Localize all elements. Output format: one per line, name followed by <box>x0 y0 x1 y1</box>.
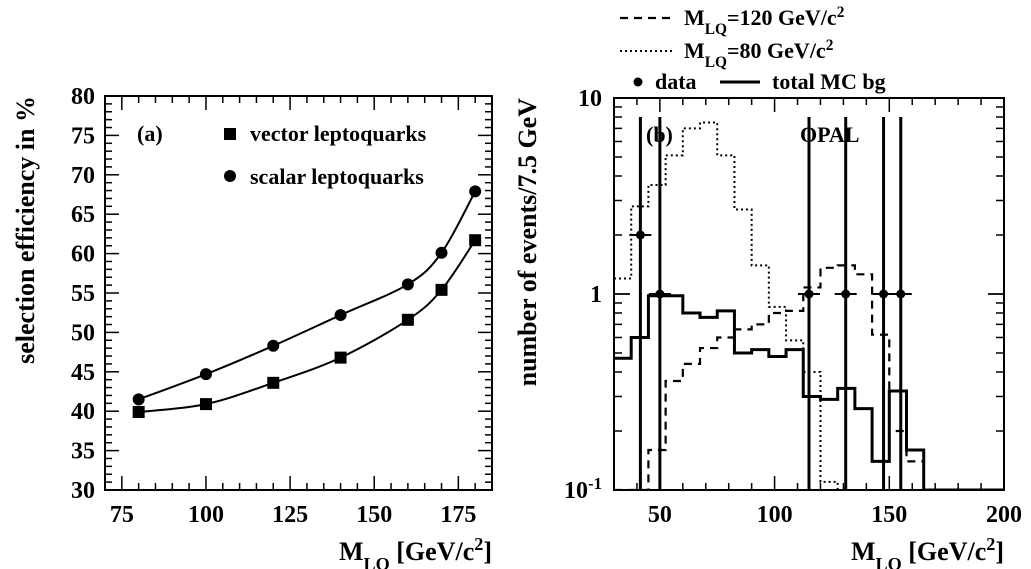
x-tick-label-a: 100 <box>188 502 224 528</box>
legend-label-mc: total MC bg <box>772 69 886 94</box>
marker-square <box>267 376 280 389</box>
x-tick-label-b: 150 <box>871 502 907 528</box>
legend-label-scalar: scalar leptoquarks <box>250 164 424 189</box>
x-tick-label-b: 100 <box>757 502 793 528</box>
y-tick-label-b-part: -1 <box>588 474 602 493</box>
legend-label-80-part: =80 GeV/c <box>727 38 826 63</box>
marker-square <box>132 405 145 418</box>
marker-circle <box>132 393 145 406</box>
histograms <box>614 121 1004 490</box>
x-axis-label-a: MLQ [GeV/c2] <box>339 534 492 569</box>
marker-circle <box>469 185 482 198</box>
marker-square <box>401 313 414 326</box>
y-axis-label-b: number of events/7.5 GeV <box>513 98 542 387</box>
legend-label-80-part: M <box>684 38 705 63</box>
marker-square <box>334 351 347 364</box>
x-tick-label-a: 175 <box>440 502 476 528</box>
legend-label-data: data <box>655 69 697 94</box>
marker-square <box>469 234 482 247</box>
x-axis-label-a-part: 2 <box>474 534 483 554</box>
marker-circle <box>267 339 280 352</box>
data-point <box>841 289 851 299</box>
marker-circle <box>435 246 448 259</box>
marker-square <box>435 283 448 296</box>
y-tick-label-a: 75 <box>71 123 95 149</box>
x-axis-label-a-part: [GeV/c <box>390 537 474 566</box>
x-tick-label-b: 200 <box>986 502 1022 528</box>
marker-square <box>199 398 212 411</box>
y-tick-label-a: 35 <box>71 439 95 465</box>
panel-a: 30 35 40 45 50 55 60 65 70 75 80 75 100 125 150 175 MLQ … <box>11 84 493 569</box>
x-axis-label-b-part: M <box>851 537 876 566</box>
x-tick-label-a: 75 <box>110 502 134 528</box>
x-axis-label-b-part: [GeV/c <box>902 537 986 566</box>
data-point <box>635 230 645 240</box>
marker-circle <box>199 368 212 381</box>
plot-frame-a <box>104 95 493 491</box>
legend-label-80: MLQ=80 GeV/c2 <box>684 37 834 71</box>
y-tick-label-a: 80 <box>71 84 95 110</box>
y-tick-label-a: 40 <box>71 399 95 425</box>
x-axis-label-b-part: 2 <box>986 534 995 554</box>
y-tick-label-a: 45 <box>71 360 95 386</box>
x-tick-label-a: 150 <box>356 502 392 528</box>
data-point <box>804 289 814 299</box>
y-tick-label-a: 50 <box>71 320 95 346</box>
panel-label-a: (a) <box>137 121 163 146</box>
marker-circle <box>334 309 347 322</box>
x-axis-label-a-part: M <box>339 537 364 566</box>
legend-label-80-part: LQ <box>705 54 727 71</box>
series-line-1 <box>138 239 477 413</box>
x-axis-label-b: MLQ [GeV/c2] <box>851 534 1004 569</box>
marker-circle <box>401 278 414 291</box>
legend-label-120-part: 2 <box>837 4 845 21</box>
legend-marker-square <box>224 128 236 140</box>
y-tick-label-b: 10 <box>578 86 602 112</box>
y-tick-label-b-part: 10 <box>564 478 588 504</box>
legend-label-vector: vector leptoquarks <box>250 121 427 146</box>
data-point <box>655 289 665 299</box>
x-tick-label-b: 50 <box>648 502 672 528</box>
y-tick-label-a: 55 <box>71 281 95 307</box>
x-axis-label-b-part: LQ <box>875 554 901 569</box>
data-point <box>879 289 889 299</box>
legend-label-80-part: 2 <box>826 37 834 54</box>
histogram-solid <box>614 294 1004 490</box>
experiment-label: OPAL <box>800 122 859 147</box>
x-axis-label-a-part: ] <box>483 537 492 566</box>
legend-marker-circle <box>224 170 236 182</box>
y-tick-label-b: 1 <box>590 282 602 308</box>
histogram-dashed <box>614 264 1004 490</box>
y-tick-label-a: 60 <box>71 242 95 268</box>
x-tick-label-a: 125 <box>272 502 308 528</box>
histogram-dotted <box>614 121 1004 490</box>
y-tick-label-b: 10-1 <box>564 474 602 505</box>
y-tick-label-a: 70 <box>71 163 95 189</box>
legend-marker-data <box>633 77 643 87</box>
legend-label-120-part: =120 GeV/c <box>727 5 837 30</box>
x-axis-label-a-part: LQ <box>363 554 389 569</box>
series-line-2 <box>138 190 477 401</box>
y-tick-label-a: 30 <box>71 478 95 504</box>
y-axis-label-a: selection efficiency in % <box>11 96 40 364</box>
y-tick-label-a: 65 <box>71 202 95 228</box>
data-point <box>896 289 906 299</box>
panel-label-b: (b) <box>646 122 673 147</box>
x-axis-label-b-part: ] <box>995 537 1004 566</box>
legend-label-120: MLQ=120 GeV/c2 <box>684 4 845 38</box>
legend-label-120-part: M <box>684 5 705 30</box>
legend-label-120-part: LQ <box>705 21 727 38</box>
